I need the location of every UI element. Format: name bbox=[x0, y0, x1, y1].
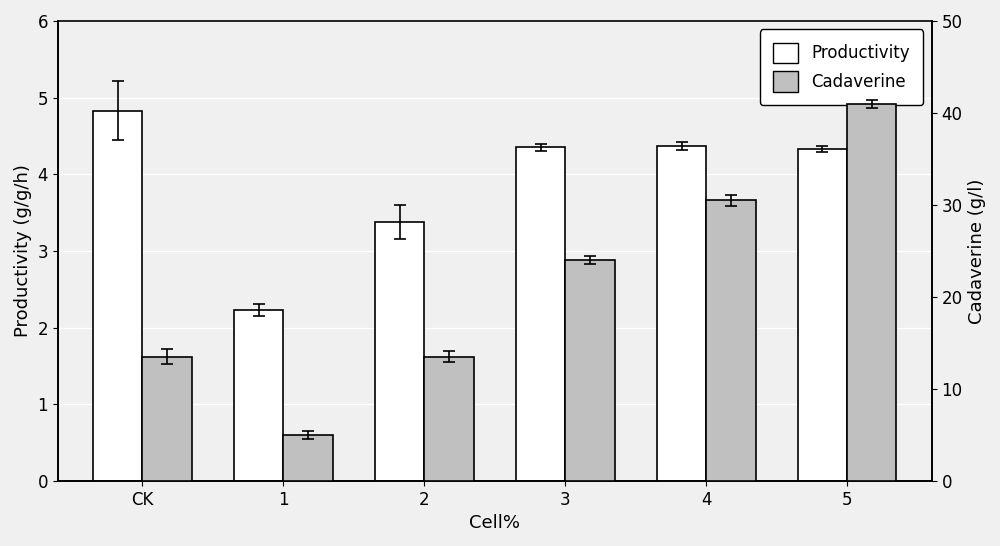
Y-axis label: Cadaverine (g/l): Cadaverine (g/l) bbox=[968, 178, 986, 324]
Bar bbox=[798, 149, 847, 481]
Bar bbox=[516, 147, 565, 481]
Bar bbox=[142, 357, 192, 481]
Legend: Productivity, Cadaverine: Productivity, Cadaverine bbox=[760, 29, 923, 105]
Y-axis label: Productivity (g/g/h): Productivity (g/g/h) bbox=[14, 164, 32, 337]
X-axis label: Cell%: Cell% bbox=[469, 514, 520, 532]
Bar bbox=[424, 357, 474, 481]
Bar bbox=[565, 260, 615, 481]
Bar bbox=[234, 310, 283, 481]
Bar bbox=[375, 222, 424, 481]
Bar bbox=[93, 111, 142, 481]
Bar bbox=[706, 200, 756, 481]
Bar bbox=[283, 435, 333, 481]
Bar bbox=[847, 104, 896, 481]
Bar bbox=[657, 146, 706, 481]
